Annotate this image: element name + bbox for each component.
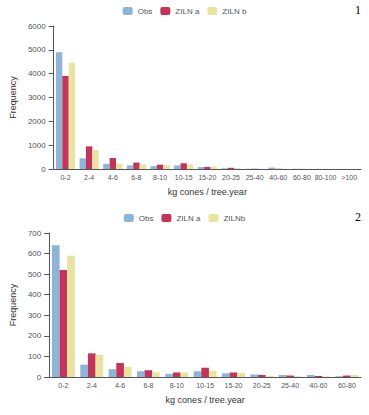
svg-text:25-40: 25-40 <box>246 174 264 181</box>
svg-text:10-15: 10-15 <box>196 382 214 389</box>
svg-text:20-25: 20-25 <box>253 382 271 389</box>
svg-text:1: 1 <box>355 3 361 17</box>
svg-text:10-15: 10-15 <box>175 174 193 181</box>
svg-text:4-6: 4-6 <box>115 382 125 389</box>
svg-text:6-8: 6-8 <box>131 174 141 181</box>
svg-text:kg cones / tree.year: kg cones / tree.year <box>166 395 245 405</box>
svg-text:60-80: 60-80 <box>293 174 311 181</box>
svg-text:8-10: 8-10 <box>170 382 184 389</box>
svg-text:1000: 1000 <box>28 141 46 150</box>
svg-text:Frequency: Frequency <box>8 76 18 119</box>
svg-text:60-80: 60-80 <box>338 382 356 389</box>
svg-text:4000: 4000 <box>28 69 46 78</box>
svg-text:kg cones / tree.year: kg cones / tree.year <box>168 187 247 197</box>
svg-text:400: 400 <box>28 290 42 299</box>
svg-text:15-20: 15-20 <box>198 174 216 181</box>
svg-text:700: 700 <box>28 229 42 238</box>
svg-text:0: 0 <box>41 165 46 174</box>
svg-text:100: 100 <box>28 352 42 361</box>
svg-text:ZILN a: ZILN a <box>176 214 201 223</box>
svg-text:80-100: 80-100 <box>315 174 337 181</box>
svg-text:Obs: Obs <box>139 214 154 223</box>
svg-text:Frequency: Frequency <box>8 283 18 326</box>
svg-text:0: 0 <box>37 373 42 382</box>
svg-text:6-8: 6-8 <box>143 382 153 389</box>
svg-text:Obs: Obs <box>138 7 153 16</box>
svg-text:0-2: 0-2 <box>58 382 68 389</box>
svg-text:6000: 6000 <box>28 22 46 31</box>
svg-text:2-4: 2-4 <box>87 382 97 389</box>
svg-text:4-6: 4-6 <box>108 174 118 181</box>
svg-text:600: 600 <box>28 249 42 258</box>
svg-text:500: 500 <box>28 270 42 279</box>
svg-text:2-4: 2-4 <box>84 174 94 181</box>
svg-text:5000: 5000 <box>28 45 46 54</box>
svg-text:8-10: 8-10 <box>153 174 167 181</box>
svg-text:ZILN b: ZILN b <box>222 7 247 16</box>
svg-text:3000: 3000 <box>28 93 46 102</box>
svg-text:2000: 2000 <box>28 117 46 126</box>
svg-text:ZILN a: ZILN a <box>175 7 200 16</box>
svg-text:40-60: 40-60 <box>310 382 328 389</box>
svg-text:0-2: 0-2 <box>60 174 70 181</box>
svg-text:300: 300 <box>28 311 42 320</box>
svg-text:200: 200 <box>28 331 42 340</box>
svg-text:ZILNb: ZILNb <box>223 214 245 223</box>
svg-text:20-25: 20-25 <box>222 174 240 181</box>
svg-text:2: 2 <box>355 210 361 224</box>
svg-text:15-20: 15-20 <box>225 382 243 389</box>
svg-text:25-40: 25-40 <box>281 382 299 389</box>
svg-text:>100: >100 <box>341 174 357 181</box>
svg-text:40-60: 40-60 <box>269 174 287 181</box>
